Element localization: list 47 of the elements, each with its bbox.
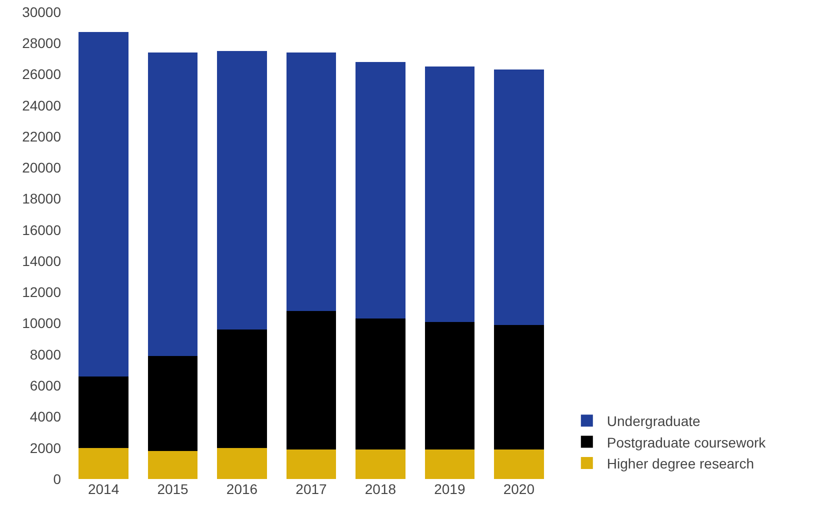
y-tick-label: 24000	[22, 97, 62, 114]
bar	[148, 52, 198, 356]
x-tick-label: 2016	[226, 481, 258, 497]
y-tick-label: 26000	[22, 66, 62, 82]
y-tick-label: 2000	[30, 440, 62, 456]
bar	[356, 449, 406, 479]
y-tick-label: 12000	[22, 284, 62, 300]
bar	[78, 376, 128, 448]
legend-label: Higher degree research	[606, 455, 754, 472]
x-tick-label: 2020	[503, 481, 535, 497]
bar	[217, 330, 267, 448]
y-tick-label: 4000	[30, 408, 62, 425]
bar	[494, 70, 544, 325]
bar	[148, 450, 198, 479]
bar	[148, 356, 198, 451]
bar	[78, 32, 128, 376]
y-tick-label: 14000	[22, 252, 62, 269]
x-tick-label: 2015	[157, 481, 189, 497]
bar	[494, 324, 544, 450]
y-tick-label: 28000	[22, 35, 62, 52]
bar	[286, 310, 336, 450]
bar	[78, 448, 128, 479]
bar	[217, 50, 267, 330]
x-tick-label: 2017	[296, 481, 328, 497]
y-tick-label: 10000	[22, 315, 62, 332]
x-tick-label: 2014	[88, 481, 120, 497]
bar	[424, 449, 475, 479]
bar	[286, 52, 336, 311]
bar	[286, 449, 336, 479]
y-tick-label: 0	[53, 470, 62, 487]
y-tick-label: 8000	[30, 346, 62, 362]
x-tick-label: 2019	[434, 481, 466, 497]
bar	[356, 318, 406, 450]
y-tick-label: 30000	[22, 4, 62, 20]
y-tick-label: 22000	[22, 128, 62, 144]
bar	[494, 449, 544, 479]
y-tick-label: 16000	[22, 222, 62, 238]
bar	[424, 66, 475, 322]
legend-label: Postgraduate coursework	[606, 434, 767, 450]
legend-label: Undergraduate	[606, 413, 701, 430]
x-tick-label: 2018	[364, 481, 396, 497]
bar	[217, 448, 267, 479]
y-tick-label: 20000	[22, 160, 62, 176]
y-tick-label: 6000	[30, 378, 62, 394]
bar	[356, 62, 406, 319]
bar	[424, 322, 475, 450]
y-tick-label: 18000	[22, 190, 62, 207]
